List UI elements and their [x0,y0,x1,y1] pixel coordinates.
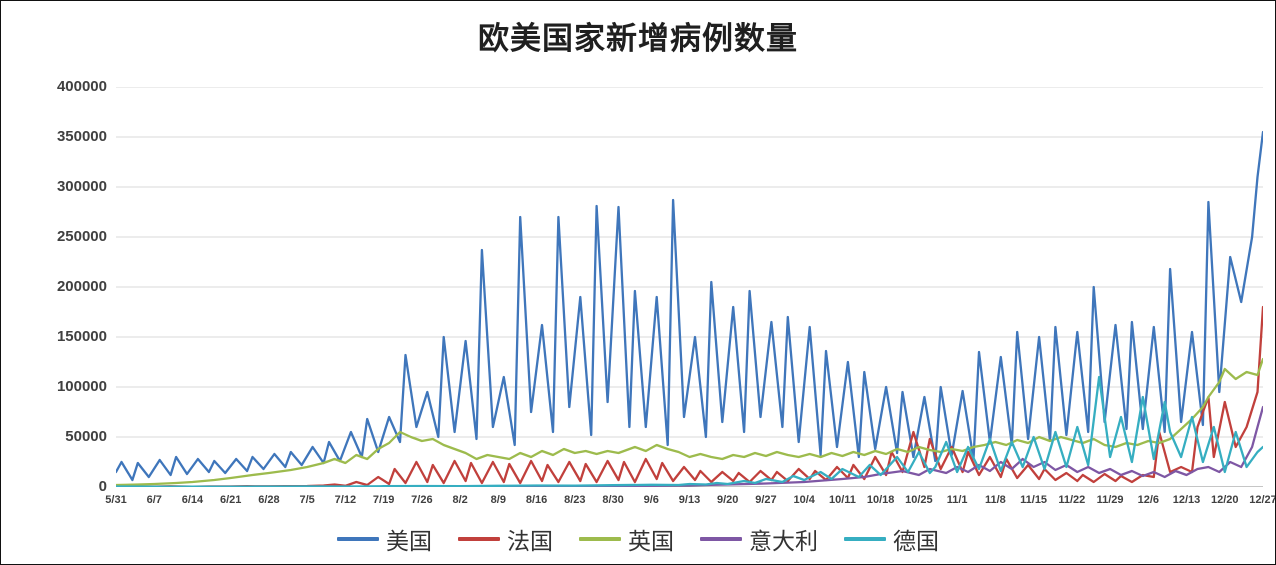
x-tick-label: 6/7 [146,494,162,506]
x-tick-label: 11/29 [1096,494,1124,506]
x-tick-label: 8/23 [564,494,586,506]
x-tick-label: 12/27 [1249,494,1276,506]
y-tick-label: 300000 [56,178,107,195]
x-tick-label: 6/21 [219,494,242,506]
x-tick-label: 12/6 [1137,494,1160,506]
legend-line-swatch [458,537,500,541]
x-tick-label: 7/19 [372,494,395,506]
x-tick-label: 11/8 [984,494,1006,506]
x-tick-label: 10/4 [793,494,815,506]
x-tick-label: 7/12 [334,494,357,506]
x-tick-label: 10/18 [866,494,895,506]
legend-item-germany: 德国 [844,522,939,556]
legend-line-swatch [844,537,886,541]
x-tick-label: 9/13 [678,494,701,506]
legend-label: 德国 [893,528,939,554]
x-tick-label: 5/31 [105,494,127,506]
legend-line-swatch [700,537,742,541]
x-tick-label: 10/11 [828,494,856,506]
legend-item-italy: 意大利 [700,522,818,556]
series-line-germany [116,375,1263,487]
x-tick-label: 7/26 [411,494,433,506]
x-tick-label: 11/1 [946,494,968,506]
series-line-france [116,305,1263,487]
legend-label: 英国 [628,528,674,554]
y-tick-label: 200000 [56,278,107,295]
x-tick-label: 8/30 [602,494,624,506]
chart-title: 欧美国家新增病例数量 [478,21,798,56]
series-line-uk [116,357,1263,487]
x-tick-label: 8/16 [525,494,548,506]
y-tick-label: 400000 [56,78,107,95]
x-tick-label: 10/25 [905,494,933,506]
x-tick-label: 8/2 [452,494,468,506]
y-tick-label: 50000 [65,428,107,445]
legend-item-usa: 美国 [337,522,432,556]
x-tick-label: 7/5 [299,494,315,506]
x-tick-label: 9/20 [717,494,739,506]
x-tick-label: 9/27 [755,494,777,506]
x-tick-label: 12/20 [1211,494,1239,506]
x-tick-label: 12/13 [1172,494,1201,506]
x-tick-label: 8/9 [490,494,506,506]
legend-label: 意大利 [749,528,818,554]
legend-line-swatch [579,537,621,541]
legend-item-uk: 英国 [579,522,674,556]
x-tick-label: 6/14 [181,494,204,506]
legend-label: 美国 [386,528,432,554]
y-tick-label: 350000 [56,128,107,145]
series-line-italy [116,405,1263,487]
legend-label: 法国 [507,528,553,554]
x-tick-label: 11/22 [1058,494,1086,506]
y-tick-label: 250000 [56,228,107,245]
legend-item-france: 法国 [458,522,553,556]
series-line-usa [116,130,1263,482]
legend: 美国 法国 英国 意大利 德国 [1,522,1275,556]
y-tick-label: 150000 [56,328,107,345]
x-tick-label: 11/15 [1020,494,1048,506]
legend-line-swatch [337,537,379,541]
y-tick-label: 100000 [56,378,107,395]
y-tick-label: 0 [98,478,107,495]
chart-canvas [116,87,1263,487]
x-tick-label: 9/6 [643,494,659,506]
x-tick-label: 6/28 [258,494,280,506]
